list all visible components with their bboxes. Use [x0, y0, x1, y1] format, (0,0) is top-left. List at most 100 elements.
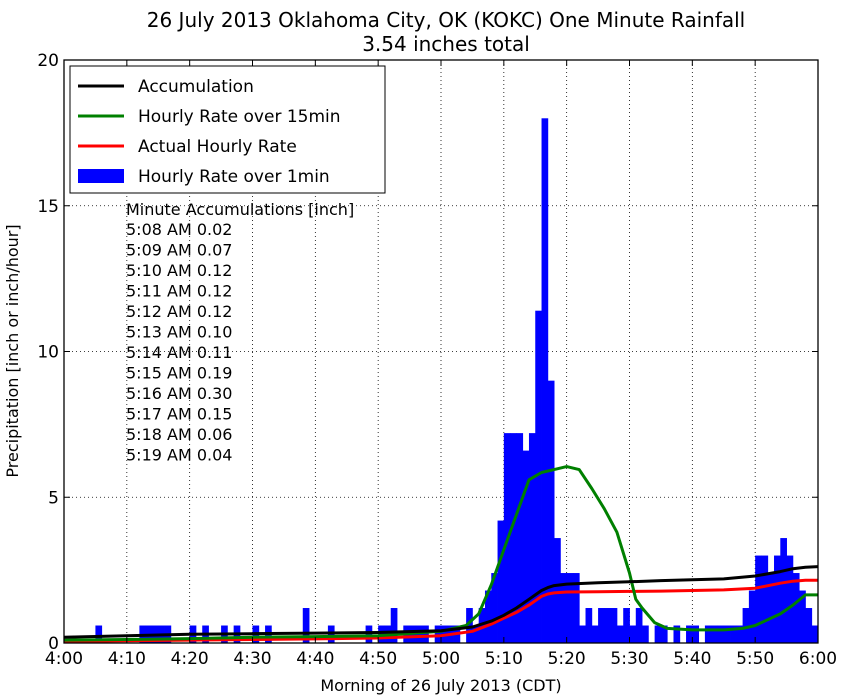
actual-hourly-rate-line: [63, 578, 818, 643]
rate-1min-bar: [516, 433, 524, 643]
rate-1min-bar: [491, 573, 498, 643]
legend-label: Hourly Rate over 15min: [138, 107, 341, 127]
rate-1min-bar: [623, 608, 630, 643]
rate-1min-bar: [736, 625, 743, 643]
accumulation-line: [63, 565, 819, 639]
annotation-line: 5:11 AM 0.12: [126, 282, 232, 301]
rate-1min-bar: [302, 608, 310, 643]
x-tick-label: 5:10: [485, 649, 523, 669]
x-tick-label: 6:00: [799, 649, 837, 669]
rate-1min-bar: [365, 625, 373, 643]
legend-swatch-bar: [78, 169, 124, 183]
annotation-line: 5:15 AM 0.19: [126, 364, 232, 383]
y-tick-label: 20: [37, 51, 59, 71]
rate-1min-bar: [554, 538, 561, 643]
y-axis-label: Precipitation [inch or inch/hour]: [3, 224, 22, 477]
line-series: [63, 465, 819, 643]
x-tick-label: 5:00: [422, 649, 460, 669]
rate-1min-bar: [610, 608, 618, 643]
rate-1min-bar: [616, 625, 624, 643]
rate-1min-bar: [717, 625, 725, 643]
rate-1min-bar: [510, 433, 517, 643]
y-tick-label: 0: [48, 634, 59, 654]
rate-1min-bar: [730, 625, 737, 643]
y-tick-label: 10: [37, 343, 59, 363]
rate-1min-bar: [528, 433, 536, 643]
rate-1min-bar: [635, 608, 643, 643]
x-tick-label: 5:30: [610, 649, 648, 669]
rate-1min-bar: [522, 450, 530, 643]
annotation-line: 5:14 AM 0.11: [126, 343, 232, 362]
rate-1min-bar: [767, 573, 775, 643]
rate-1min-bar: [422, 625, 429, 643]
y-tick-label: 15: [37, 197, 59, 217]
legend-label: Accumulation: [138, 77, 254, 97]
rate-1min-bar: [786, 555, 794, 643]
rate-1min-bar: [547, 380, 555, 643]
rate-1min-bar: [560, 573, 568, 643]
rate-1min-bar: [711, 625, 718, 643]
rate-1min-bar: [692, 625, 700, 643]
x-tick-label: 4:20: [171, 649, 209, 669]
rate-1min-bar: [805, 608, 813, 643]
axis-ticks: 4:00 4:10 4:20 4:30 4:40 4:50 5:00 5:10 5:20 5:30…: [37, 51, 837, 669]
rate-1min-bar: [704, 625, 712, 643]
rate-1min-bar: [629, 625, 637, 643]
rate-1min-bar: [792, 573, 800, 643]
annotation-line: 5:12 AM 0.12: [126, 302, 232, 321]
rate-15min-line: [63, 465, 818, 642]
rate-1min-bar: [654, 625, 662, 643]
rate-1min-bar: [811, 625, 819, 643]
x-tick-label: 5:20: [548, 649, 586, 669]
annotation-line: 5:18 AM 0.06: [126, 425, 232, 444]
rate-1min-bar: [497, 520, 505, 643]
rate-1min-bar: [598, 608, 605, 643]
chart-title: 26 July 2013 Oklahoma City, OK (KOKC) On…: [147, 8, 745, 32]
rate-1min-bar: [591, 625, 599, 643]
rate-1min-bar: [484, 590, 492, 643]
x-tick-label: 4:10: [108, 649, 146, 669]
rate-1min-bar: [755, 555, 762, 643]
annotation-line: 5:17 AM 0.15: [126, 405, 232, 424]
rate-1min-bar: [566, 573, 574, 643]
annotation-line: 5:16 AM 0.30: [126, 384, 232, 403]
x-tick-label: 4:40: [296, 649, 334, 669]
y-tick-label: 5: [48, 488, 59, 508]
rate-1min-bar: [585, 608, 593, 643]
annotation-line: 5:10 AM 0.12: [126, 261, 232, 280]
rate-1min-bar: [799, 590, 806, 643]
rate-1min-bar: [742, 608, 750, 643]
rate-1min-bar: [466, 608, 473, 643]
x-tick-label: 4:30: [233, 649, 271, 669]
annotation-line: 5:19 AM 0.04: [126, 446, 232, 465]
annotation-line: 5:13 AM 0.10: [126, 323, 232, 342]
rate-1min-bar: [673, 625, 681, 643]
rate-1min-bar: [723, 625, 731, 643]
rate-1min-bar: [541, 118, 549, 644]
rate-1min-bar: [390, 608, 398, 643]
rate-1min-bar: [774, 555, 781, 643]
chart-subtitle: 3.54 inches total: [362, 32, 530, 56]
annotation-line: 5:09 AM 0.07: [126, 241, 232, 260]
rate-1min-bar: [604, 608, 612, 643]
rate-1min-bar: [761, 555, 769, 643]
rate-1min-bar: [95, 625, 103, 643]
minute-accumulations-annotation: Minute Accumulations [inch]5:08 AM 0.02 5…: [126, 200, 354, 465]
rate-1min-bar: [748, 590, 756, 643]
rate-1min-bar: [472, 625, 480, 643]
rate-1min-bar: [642, 625, 649, 643]
legend: Accumulation Hourly Rate over 15min Actual…: [69, 65, 386, 194]
rate-1min-bar: [660, 625, 668, 643]
x-axis-label: Morning of 26 July 2013 (CDT): [320, 676, 561, 695]
annotation-line: 5:08 AM 0.02: [126, 220, 232, 239]
x-tick-label: 4:00: [45, 649, 83, 669]
rate-1min-bar: [579, 625, 586, 643]
rate-1min-bar: [535, 310, 542, 643]
x-tick-label: 5:50: [736, 649, 774, 669]
x-tick-label: 5:40: [673, 649, 711, 669]
legend-label: Hourly Rate over 1min: [138, 167, 330, 187]
rate-1min-bar: [572, 573, 580, 643]
x-tick-label: 4:50: [359, 649, 397, 669]
rate-1min-bar: [686, 625, 693, 643]
rate-1min-bar: [434, 625, 442, 643]
